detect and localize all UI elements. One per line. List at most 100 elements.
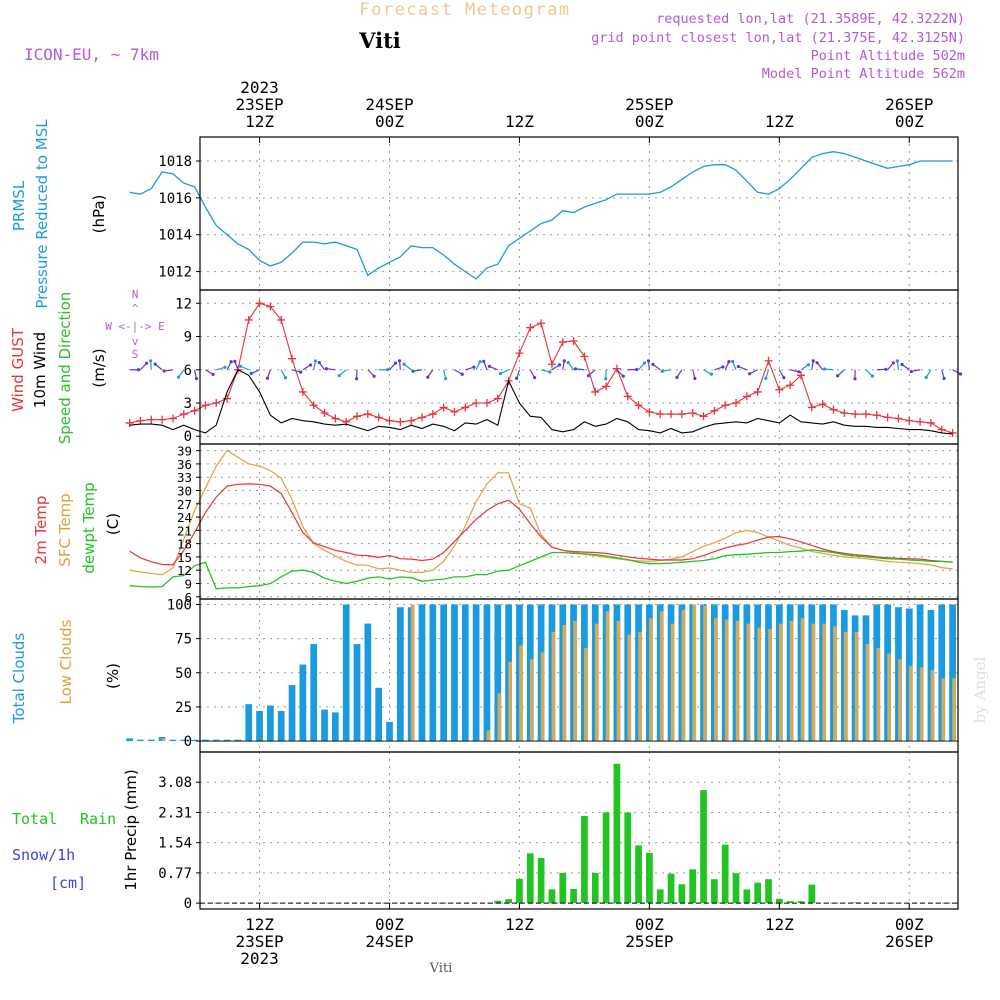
pressure-ytick-label: 1016 bbox=[158, 191, 192, 207]
wind-gust-marker bbox=[645, 407, 654, 416]
wind-gust-marker bbox=[602, 382, 611, 391]
wind-direction-arrowhead bbox=[548, 370, 552, 374]
precipitation-frame bbox=[199, 751, 959, 910]
wind-gust-marker bbox=[840, 408, 849, 417]
top-time-label: 23SEP bbox=[235, 95, 283, 114]
wind-gust-marker bbox=[623, 392, 632, 401]
wind-gust-marker bbox=[331, 414, 340, 423]
temperature-ytick-label: 39 bbox=[177, 444, 192, 459]
wind-direction-arrowhead bbox=[211, 372, 215, 377]
total-clouds-bar bbox=[483, 604, 491, 742]
wind-direction-arrowhead bbox=[411, 369, 415, 373]
wind-gust-marker bbox=[580, 352, 589, 361]
wind-gust-marker bbox=[547, 360, 556, 369]
snow-unit-label: [cm] bbox=[50, 874, 86, 892]
wind-direction-arrowhead bbox=[900, 362, 904, 367]
low-clouds-bar bbox=[854, 631, 859, 742]
wind-gust-marker bbox=[353, 412, 362, 421]
wind-gust-marker bbox=[796, 371, 805, 380]
wind-direction-arrowhead bbox=[942, 376, 946, 381]
wind-direction-arrowhead bbox=[498, 371, 503, 376]
wind-gust-marker bbox=[688, 408, 697, 417]
rain-side-labels: Total Rain Snow/1h [cm] 1hr Precip (mm) bbox=[12, 769, 140, 892]
total-clouds-bar bbox=[147, 739, 155, 742]
wind-gust-marker bbox=[634, 401, 643, 410]
wind-direction-arrowhead bbox=[693, 376, 697, 381]
wind-direction-arrowhead bbox=[308, 363, 313, 367]
wind-gust-marker bbox=[277, 315, 286, 324]
temperature-frame bbox=[199, 443, 959, 600]
wind-direction-arrowhead bbox=[736, 364, 741, 369]
wind-direction-arrowhead bbox=[324, 367, 329, 371]
wind-gust-marker bbox=[753, 387, 762, 396]
wind-direction-arrowhead bbox=[265, 376, 270, 380]
low-clouds-bar bbox=[843, 631, 848, 742]
wind-ytick-label: 12 bbox=[175, 296, 192, 312]
wind-direction-arrowhead bbox=[621, 374, 625, 378]
total-clouds-bar bbox=[364, 623, 372, 742]
top-time-label: 12Z bbox=[245, 112, 274, 131]
wind-direction-arrowhead bbox=[478, 360, 482, 364]
total-clouds-bar bbox=[256, 711, 263, 742]
wind-direction-arrowhead bbox=[853, 377, 857, 381]
wind-gust-marker bbox=[266, 302, 275, 311]
low-clouds-bar bbox=[703, 605, 707, 742]
wind-gust-marker bbox=[775, 385, 784, 394]
wind-gust-marker bbox=[212, 399, 221, 408]
low-clouds-bar bbox=[486, 730, 491, 742]
low-clouds-bar bbox=[919, 667, 924, 742]
wind-direction-arrowhead bbox=[651, 362, 655, 366]
wind-direction-arrowhead bbox=[144, 361, 149, 365]
wind-gust-marker bbox=[732, 399, 741, 408]
wind-ytick-label: 0 bbox=[184, 429, 192, 445]
wind-gust-marker bbox=[829, 405, 838, 414]
total-clouds-bar bbox=[418, 604, 426, 742]
wind-gust-marker bbox=[569, 336, 578, 345]
temperature-ytick-label: 33 bbox=[177, 470, 192, 485]
wind-direction-arrowhead bbox=[811, 359, 815, 363]
wind-gust-marker bbox=[201, 401, 210, 410]
temperature-ytick-label: 24 bbox=[177, 510, 192, 525]
total-clouds-bar bbox=[332, 712, 339, 742]
wind-direction-arrowhead bbox=[660, 369, 664, 373]
top-time-label: 24SEP bbox=[365, 95, 413, 114]
low-clouds-bar bbox=[714, 618, 718, 742]
bottom-time-label: 12Z bbox=[245, 915, 274, 934]
total-clouds-bar bbox=[245, 704, 253, 742]
wind-direction-arrowhead bbox=[223, 365, 227, 369]
wind-direction-arrowhead bbox=[924, 375, 928, 380]
total-clouds-bar bbox=[169, 739, 177, 742]
model-label: ICON-EU, ~ 7km bbox=[24, 45, 159, 64]
compass-north: N bbox=[132, 288, 139, 301]
clouds-ytick-label: 100 bbox=[167, 597, 192, 613]
low-clouds-bar bbox=[952, 678, 956, 742]
wind-direction-arrowhead bbox=[299, 370, 303, 374]
low-clouds-bar bbox=[692, 604, 697, 742]
wind-ytick-label: 9 bbox=[184, 330, 192, 346]
low-clouds-bar bbox=[410, 604, 415, 742]
rain-bar bbox=[797, 901, 805, 904]
total-clouds-bar bbox=[212, 739, 220, 742]
wind-gust-marker bbox=[764, 356, 773, 365]
total-clouds-bar bbox=[234, 739, 242, 742]
low-clouds-bar bbox=[941, 678, 946, 742]
rain-bar bbox=[526, 853, 534, 904]
wind-gust-marker bbox=[905, 416, 914, 425]
temp-unit-label: (C) bbox=[104, 513, 122, 535]
temp-2m-line bbox=[129, 483, 953, 566]
wind-gust-marker bbox=[937, 425, 946, 434]
total-clouds-bar bbox=[137, 739, 144, 742]
total-clouds-bar bbox=[440, 604, 447, 742]
rain-bar bbox=[635, 845, 642, 904]
pressure-ytick-label: 1018 bbox=[158, 154, 192, 170]
wind-gust-marker bbox=[158, 415, 167, 424]
precipitation-ytick-label: 2.31 bbox=[158, 805, 192, 821]
bottom-time-label: 25SEP bbox=[625, 932, 673, 951]
pressure-side-labels: PRMSL Pressure Reduced to MSL (hPa) bbox=[10, 119, 108, 309]
clouds-unit-label: (%) bbox=[104, 663, 122, 689]
low-clouds-bar bbox=[649, 618, 653, 742]
low-clouds-bar bbox=[865, 644, 870, 742]
wind-gust-marker bbox=[537, 319, 546, 328]
rain-bar bbox=[786, 901, 794, 904]
precipitation-ytick-label: 0.77 bbox=[158, 866, 192, 882]
